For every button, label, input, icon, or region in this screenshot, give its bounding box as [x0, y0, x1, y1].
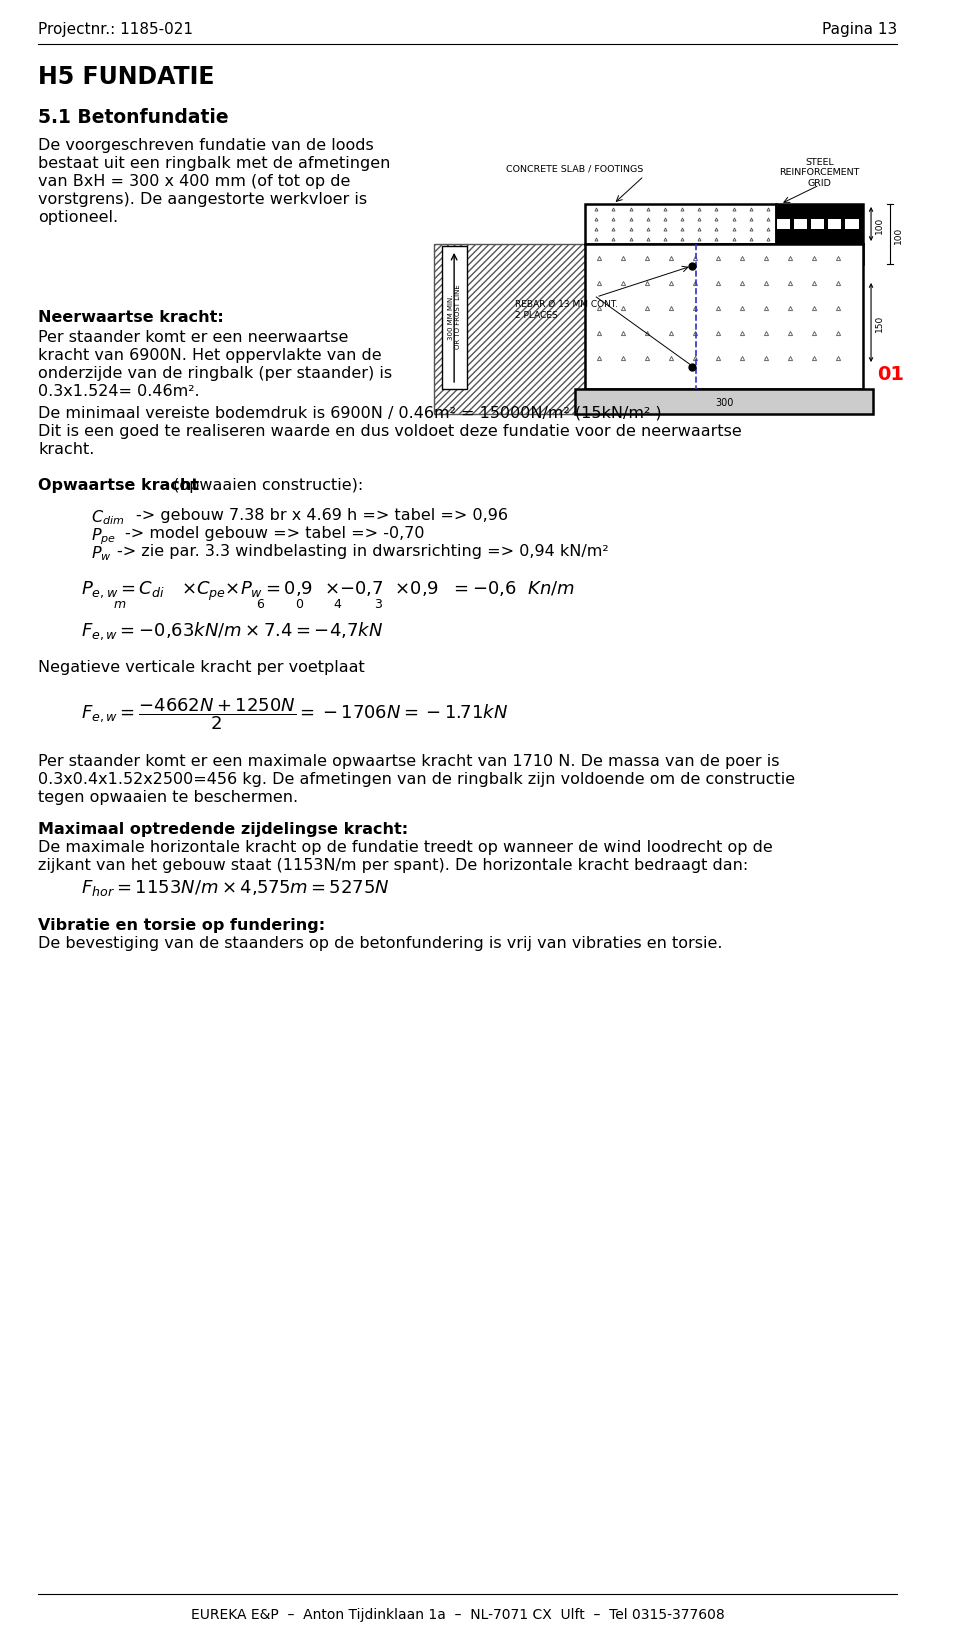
Text: $m$: $m$ [112, 598, 126, 611]
Bar [794, 220, 807, 230]
Text: $P_{pe}$: $P_{pe}$ [90, 526, 116, 546]
Bar [776, 205, 863, 244]
Bar [811, 220, 825, 230]
Text: optioneel.: optioneel. [38, 210, 118, 225]
Text: $P_w$: $P_w$ [90, 544, 111, 562]
Text: Opwaartse kracht: Opwaartse kracht [38, 478, 200, 492]
Text: 100: 100 [875, 217, 884, 233]
Text: 300: 300 [715, 398, 733, 408]
Text: Maximaal optredende zijdelingse kracht:: Maximaal optredende zijdelingse kracht: [38, 822, 408, 836]
Text: De bevestiging van de staanders op de betonfundering is vrij van vibraties en to: De bevestiging van de staanders op de be… [38, 936, 723, 950]
Text: 5.1 Betonfundatie: 5.1 Betonfundatie [38, 108, 228, 127]
Text: 100: 100 [894, 227, 903, 243]
Text: $C_{dim}$: $C_{dim}$ [90, 507, 124, 526]
Bar [585, 244, 863, 390]
Text: Dit is een goed te realiseren waarde en dus voldoet deze fundatie voor de neerwa: Dit is een goed te realiseren waarde en … [38, 424, 742, 438]
Text: Negatieve verticale kracht per voetplaat: Negatieve verticale kracht per voetplaat [38, 660, 365, 675]
Text: -> gebouw 7.38 br x 4.69 h => tabel => 0,96: -> gebouw 7.38 br x 4.69 h => tabel => 0… [136, 507, 509, 523]
Bar [442, 246, 468, 390]
Text: Neerwaartse kracht:: Neerwaartse kracht: [38, 310, 224, 324]
Text: $F_{e,w} = {-}0{,}63kN/m \times 7.4 = {-}4{,}7kN$: $F_{e,w} = {-}0{,}63kN/m \times 7.4 = {-… [81, 619, 383, 641]
Text: $4$: $4$ [333, 598, 342, 611]
Bar [696, 244, 863, 264]
Text: Per staander komt er een maximale opwaartse kracht van 1710 N. De massa van de p: Per staander komt er een maximale opwaar… [38, 753, 780, 768]
Text: tegen opwaaien te beschermen.: tegen opwaaien te beschermen. [38, 789, 299, 805]
Text: $0$: $0$ [295, 598, 304, 611]
Text: Pagina 13: Pagina 13 [822, 21, 897, 37]
Text: De maximale horizontale kracht op de fundatie treedt op wanneer de wind loodrech: De maximale horizontale kracht op de fun… [38, 839, 773, 854]
Text: 0.3x0.4x1.52x2500=456 kg. De afmetingen van de ringbalk zijn voldoende om de con: 0.3x0.4x1.52x2500=456 kg. De afmetingen … [38, 771, 795, 787]
Text: $6$: $6$ [255, 598, 265, 611]
Bar [585, 205, 776, 244]
Text: 150: 150 [875, 315, 884, 333]
Text: $F_{e,w} = \dfrac{-4662N + 1250N}{2} = -1706N = -1.71kN$: $F_{e,w} = \dfrac{-4662N + 1250N}{2} = -… [81, 696, 508, 732]
Text: -> zie par. 3.3 windbelasting in dwarsrichting => 0,94 kN/m²: -> zie par. 3.3 windbelasting in dwarsri… [117, 544, 609, 559]
Text: (opwaaien constructie):: (opwaaien constructie): [168, 478, 363, 492]
Text: onderzijde van de ringbalk (per staander) is: onderzijde van de ringbalk (per staander… [38, 365, 393, 381]
Text: De minimaal vereiste bodemdruk is 6900N / 0.46m² = 15000N/m² (15kN/m² ): De minimaal vereiste bodemdruk is 6900N … [38, 406, 661, 421]
Text: Projectnr.: 1185-021: Projectnr.: 1185-021 [38, 21, 193, 37]
Bar [777, 220, 790, 230]
Bar [845, 220, 858, 230]
Text: H5 FUNDATIE: H5 FUNDATIE [38, 65, 215, 90]
Text: 01: 01 [876, 365, 903, 385]
Text: STEEL
REINFORCEMENT
GRID: STEEL REINFORCEMENT GRID [780, 158, 860, 187]
Text: bestaat uit een ringbalk met de afmetingen: bestaat uit een ringbalk met de afmeting… [38, 156, 391, 171]
Bar [575, 390, 873, 414]
Text: $P_{e,w} = C_{di}\ \ \ {\times} C_{pe} {\times} P_w = 0{,}9\ \ {\times}{-}0{,}7\: $P_{e,w} = C_{di}\ \ \ {\times} C_{pe} {… [81, 580, 575, 603]
Text: Per staander komt er een neerwaartse: Per staander komt er een neerwaartse [38, 329, 348, 346]
Text: 0.3x1.524= 0.46m².: 0.3x1.524= 0.46m². [38, 383, 200, 399]
Text: Vibratie en torsie op fundering:: Vibratie en torsie op fundering: [38, 918, 325, 932]
Text: $3$: $3$ [374, 598, 383, 611]
Text: REBAR Ø 13 MM CONT.
2 PLACES: REBAR Ø 13 MM CONT. 2 PLACES [516, 300, 618, 319]
Text: 300 MM MIN.
OR TO FROST LINE: 300 MM MIN. OR TO FROST LINE [447, 285, 461, 349]
Text: kracht.: kracht. [38, 442, 94, 456]
Bar [828, 220, 842, 230]
Text: CONCRETE SLAB / FOOTINGS: CONCRETE SLAB / FOOTINGS [506, 165, 643, 174]
Text: kracht van 6900N. Het oppervlakte van de: kracht van 6900N. Het oppervlakte van de [38, 347, 382, 363]
Text: $F_{hor} = 1153N/m \times 4{,}575m = 5275N$: $F_{hor} = 1153N/m \times 4{,}575m = 527… [81, 877, 390, 898]
Text: van BxH = 300 x 400 mm (of tot op de: van BxH = 300 x 400 mm (of tot op de [38, 174, 350, 189]
Text: -> model gebouw => tabel => -0,70: -> model gebouw => tabel => -0,70 [125, 526, 424, 541]
Polygon shape [434, 244, 585, 414]
Text: vorstgrens). De aangestorte werkvloer is: vorstgrens). De aangestorte werkvloer is [38, 192, 368, 207]
Text: De voorgeschreven fundatie van de loods: De voorgeschreven fundatie van de loods [38, 139, 373, 153]
Text: zijkant van het gebouw staat (1153N/m per spant). De horizontale kracht bedraagt: zijkant van het gebouw staat (1153N/m pe… [38, 857, 749, 872]
Text: EUREKA E&P  –  Anton Tijdinklaan 1a  –  NL-7071 CX  Ulft  –  Tel 0315-377608: EUREKA E&P – Anton Tijdinklaan 1a – NL-7… [191, 1607, 725, 1620]
